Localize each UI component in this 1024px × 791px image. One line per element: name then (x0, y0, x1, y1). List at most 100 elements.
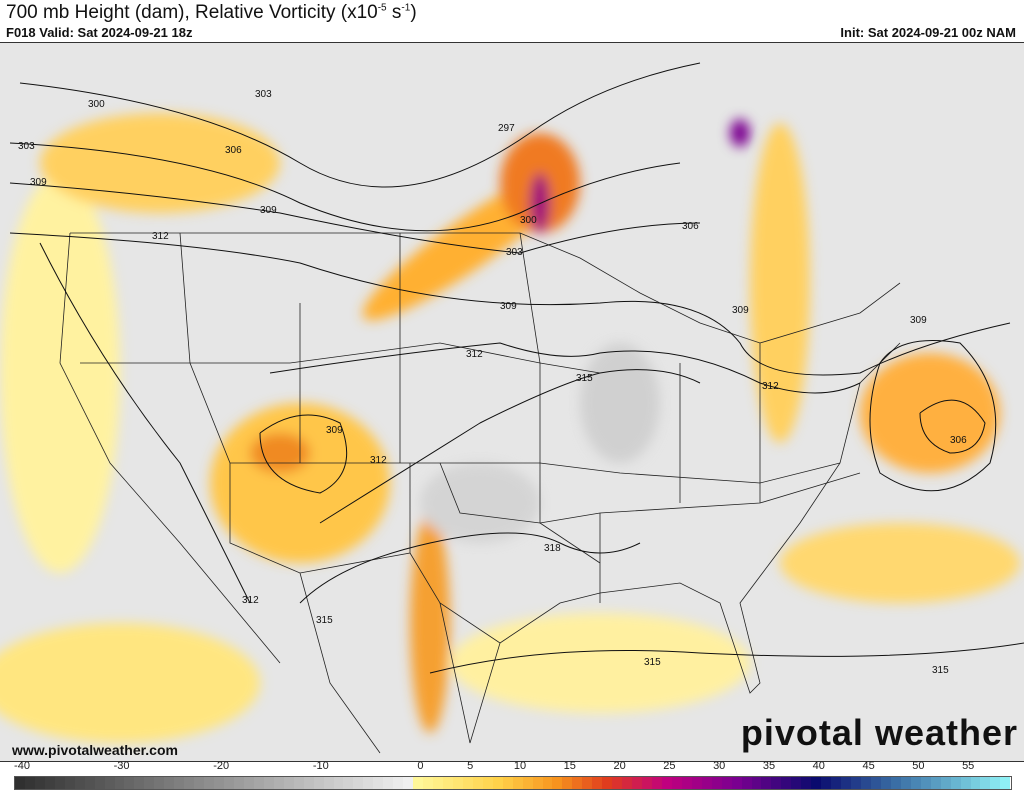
colorbar-cell (224, 777, 234, 789)
colorbar-cell (413, 777, 424, 789)
svg-text:303: 303 (18, 141, 35, 152)
colorbar-ticks: -40 -30 -20 -10 0 5 10 15 20 25 30 35 40 45 50 55 (0, 760, 1024, 774)
colorbar-cell (622, 777, 633, 789)
colorbar-cell (970, 777, 981, 789)
svg-text:309: 309 (260, 205, 277, 216)
colorbar-cell (920, 777, 931, 789)
colorbar-cell (652, 777, 662, 789)
colorbar-cell (930, 777, 941, 789)
colorbar-cell (642, 777, 652, 789)
colorbar-cell (243, 777, 254, 789)
svg-text:297: 297 (498, 123, 515, 134)
colorbar-cell (472, 777, 483, 789)
svg-text:309: 309 (30, 177, 47, 188)
svg-text:312: 312 (762, 381, 779, 392)
colorbar-tick: 35 (762, 760, 776, 772)
colorbar-cell (214, 777, 225, 789)
colorbar-cell (661, 777, 672, 789)
colorbar-cell (462, 777, 473, 789)
colorbar-cell (731, 777, 742, 789)
colorbar-cell (502, 777, 513, 789)
colorbar-cell (512, 777, 523, 789)
colorbar-cell (313, 777, 324, 789)
map-title: 700 mb Height (dam), Relative Vorticity … (6, 2, 417, 23)
colorbar-cell (861, 777, 871, 789)
colorbar-cell (781, 777, 792, 789)
colorbar-cell (194, 777, 205, 789)
colorbar-tick: -20 (213, 760, 230, 772)
colorbar-cell (492, 777, 503, 789)
colorbar-tick: 10 (513, 760, 527, 772)
svg-text:315: 315 (644, 657, 661, 668)
colorbar-cell (24, 777, 35, 789)
colorbar-cell (263, 777, 274, 789)
colorbar-cell (681, 777, 692, 789)
colorbar-tick: -10 (312, 760, 329, 772)
valid-time: F018 Valid: Sat 2024-09-21 18z (6, 25, 193, 40)
colorbar-cell (283, 777, 294, 789)
colorbar-cell (791, 777, 802, 789)
svg-text:315: 315 (316, 615, 333, 626)
svg-text:312: 312 (242, 595, 259, 606)
colorbar-tick: -40 (14, 760, 30, 772)
colorbar-cell (811, 777, 822, 789)
colorbar-cell (184, 777, 195, 789)
colorbar-cell (980, 777, 991, 789)
colorbar-cell (482, 777, 493, 789)
colorbar-cell (94, 777, 105, 789)
colorbar-cell (592, 777, 603, 789)
height-contours (9, 62, 1024, 674)
colorbar-tick: 50 (912, 760, 925, 772)
colorbar-cell (273, 777, 284, 789)
colorbar-tick: 5 (467, 760, 474, 772)
colorbar-cell (841, 777, 852, 789)
colorbar-cell (114, 777, 125, 789)
colorbar-cell (562, 777, 573, 789)
colorbar-cell (870, 777, 881, 789)
svg-text:303: 303 (506, 247, 523, 258)
svg-text:306: 306 (682, 221, 699, 232)
colorbar-cell (383, 777, 394, 789)
colorbar-tick: 25 (663, 760, 676, 772)
colorbar-cell (771, 777, 782, 789)
colorbar-cell (721, 777, 732, 789)
colorbar-cell (363, 777, 374, 789)
colorbar-cell (54, 777, 65, 789)
svg-text:318: 318 (544, 543, 561, 554)
colorbar-tick: 40 (812, 760, 825, 772)
colorbar-cell (303, 777, 314, 789)
colorbar-cell (442, 777, 453, 789)
svg-text:303: 303 (255, 89, 272, 100)
colorbar-cell (293, 777, 304, 789)
colorbar-cell (1000, 777, 1011, 789)
colorbar-cell (940, 777, 951, 789)
colorbar-cell (612, 777, 623, 789)
colorbar-tick: 15 (563, 760, 576, 772)
colorbar-cell (821, 777, 832, 789)
colorbar-cell (950, 777, 961, 789)
colorbar-cell (233, 777, 244, 789)
contour-labels: 300 303 303 306 309 309 312 297 300 303 … (18, 89, 967, 676)
colorbar-cell (890, 777, 901, 789)
colorbar-cell (532, 777, 543, 789)
colorbar-cell (253, 777, 264, 789)
colorbar-cell (761, 777, 772, 789)
svg-text:309: 309 (326, 425, 343, 436)
colorbar-cell (154, 777, 165, 789)
colorbar-tick: 0 (417, 760, 424, 772)
svg-text:309: 309 (910, 315, 927, 326)
colorbar-cell (64, 777, 75, 789)
colorbar-cell (452, 777, 463, 789)
colorbar-cell (960, 777, 971, 789)
colorbar-cell (353, 777, 364, 789)
colorbar-cell (910, 777, 921, 789)
init-time: Init: Sat 2024-09-21 00z NAM (840, 25, 1016, 40)
colorbar-cell (542, 777, 553, 789)
colorbar-cell (84, 777, 95, 789)
colorbar-cell (174, 777, 185, 789)
colorbar-cell (15, 777, 25, 789)
colorbar-cell (701, 777, 712, 789)
svg-text:306: 306 (950, 435, 967, 446)
colorbar-cell (74, 777, 85, 789)
colorbar-cell (34, 777, 45, 789)
